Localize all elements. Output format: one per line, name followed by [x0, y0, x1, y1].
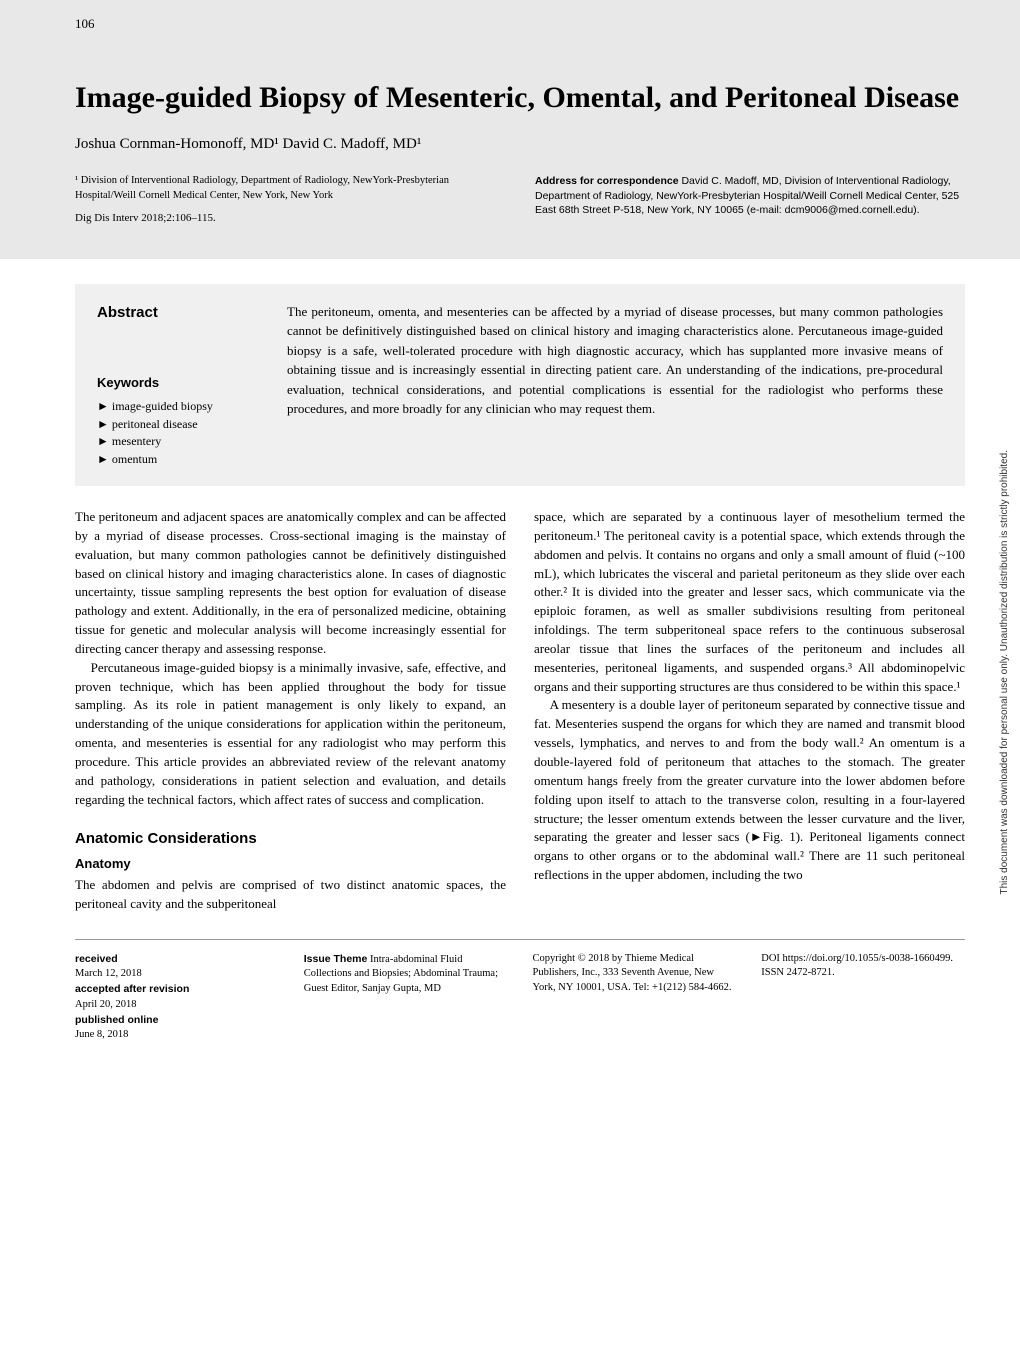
abstract-text: The peritoneum, omenta, and mesenteries … [287, 302, 943, 468]
body-paragraph: space, which are separated by a continuo… [534, 508, 965, 696]
keywords-list: image-guided biopsy peritoneal disease m… [97, 398, 257, 468]
body-paragraph: The abdomen and pelvis are comprised of … [75, 876, 506, 914]
column-right: space, which are separated by a continuo… [534, 508, 965, 914]
authors-line: Joshua Cornman-Homonoff, MD¹ David C. Ma… [75, 134, 965, 156]
received-label: received [75, 953, 118, 965]
abstract-label: Abstract [97, 302, 257, 324]
footer-issue-theme: Issue Theme Intra-abdominal Fluid Collec… [304, 952, 508, 1043]
subsection-heading: Anatomy [75, 855, 506, 874]
body-paragraph: A mesentery is a double layer of periton… [534, 696, 965, 884]
abstract-box: Abstract Keywords image-guided biopsy pe… [75, 284, 965, 486]
section-heading: Anatomic Considerations [75, 828, 506, 850]
footer-dates: received March 12, 2018 accepted after r… [75, 952, 279, 1043]
keyword-item: mesentery [97, 433, 257, 450]
footer-doi: DOI https://doi.org/10.1055/s-0038-16604… [761, 952, 965, 1043]
body-columns: The peritoneum and adjacent spaces are a… [75, 508, 965, 914]
issn-label: ISSN [761, 967, 784, 978]
correspondence: Address for correspondence David C. Mado… [535, 174, 965, 227]
doi-label: DOI [761, 953, 780, 964]
affiliation-left: ¹ Division of Interventional Radiology, … [75, 174, 505, 227]
published-label: published online [75, 1014, 158, 1026]
abstract-left-col: Abstract Keywords image-guided biopsy pe… [97, 302, 257, 468]
affiliation-text: ¹ Division of Interventional Radiology, … [75, 174, 505, 203]
footer-row: received March 12, 2018 accepted after r… [75, 939, 965, 1043]
affiliation-row: ¹ Division of Interventional Radiology, … [75, 174, 965, 227]
issue-theme-label: Issue Theme [304, 953, 368, 965]
article-title: Image-guided Biopsy of Mesenteric, Oment… [75, 79, 965, 117]
correspondence-label: Address for correspondence [535, 175, 679, 187]
accepted-label: accepted after revision [75, 983, 189, 995]
received-date: March 12, 2018 [75, 968, 142, 979]
body-paragraph: Percutaneous image-guided biopsy is a mi… [75, 659, 506, 810]
keywords-label: Keywords [97, 374, 257, 393]
header-bar: 106 Image-guided Biopsy of Mesenteric, O… [0, 0, 1020, 259]
footer-copyright: Copyright © 2018 by Thieme Medical Publi… [533, 952, 737, 1043]
body-paragraph: The peritoneum and adjacent spaces are a… [75, 508, 506, 659]
side-watermark: This document was downloaded for persona… [998, 450, 1013, 895]
published-date: June 8, 2018 [75, 1029, 128, 1040]
page-number: 106 [75, 15, 965, 34]
citation: Dig Dis Interv 2018;2:106–115. [75, 211, 505, 226]
keyword-item: image-guided biopsy [97, 398, 257, 415]
keyword-item: omentum [97, 451, 257, 468]
accepted-date: April 20, 2018 [75, 999, 137, 1010]
doi-value: https://doi.org/10.1055/s-0038-1660499. [783, 953, 953, 964]
issn-value: 2472-8721. [787, 967, 835, 978]
column-left: The peritoneum and adjacent spaces are a… [75, 508, 506, 914]
keyword-item: peritoneal disease [97, 416, 257, 433]
